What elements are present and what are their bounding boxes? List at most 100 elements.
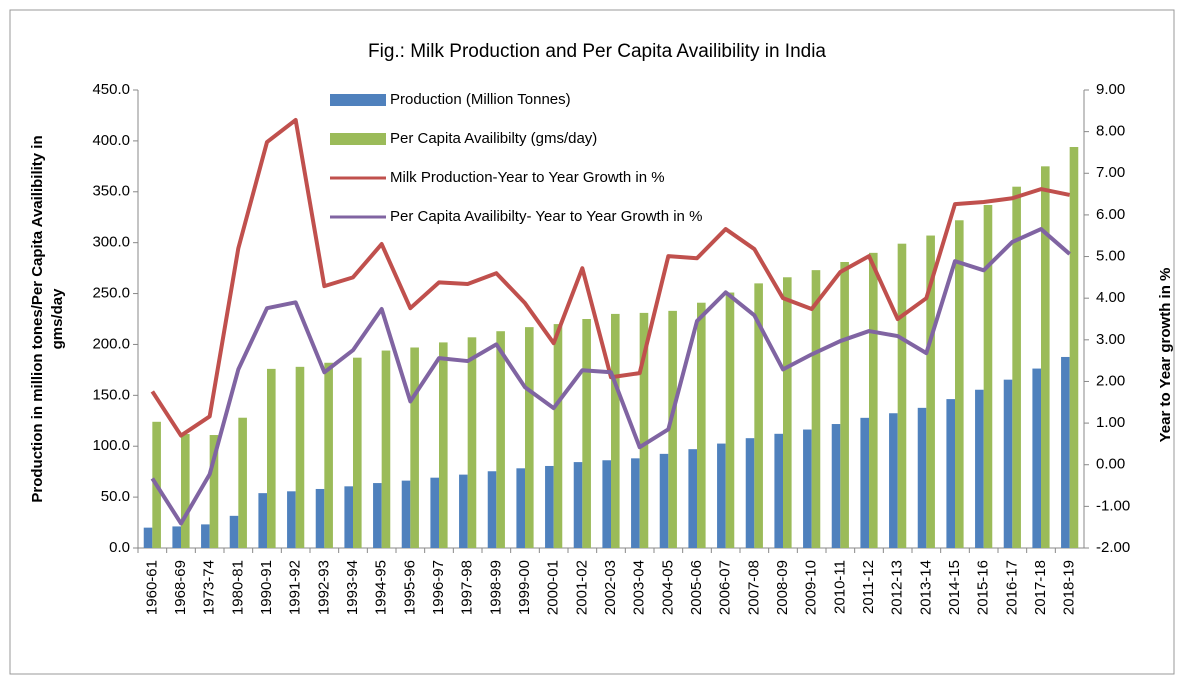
bar [467, 337, 477, 548]
bar [229, 515, 239, 548]
legend-label: Per Capita Availibilty- Year to Year Gro… [390, 208, 702, 225]
bar [410, 347, 419, 548]
y-tick-label: 250.0 [92, 285, 130, 302]
y-tick-label: 450.0 [92, 81, 130, 98]
bar [373, 483, 382, 548]
y2-tick-label: 1.00 [1096, 414, 1125, 431]
y-axis-title: Production in million tones/Per Capita A… [29, 135, 46, 502]
bar [754, 283, 763, 548]
y2-tick-label: 5.00 [1096, 248, 1125, 265]
chart-frame [9, 9, 1175, 675]
bar [631, 458, 640, 548]
y-tick-label: 400.0 [92, 132, 130, 149]
bar [717, 443, 726, 548]
bar [553, 324, 563, 548]
bar [611, 313, 620, 548]
bar [774, 433, 783, 548]
x-tick-label: 2014-15 [946, 560, 963, 615]
y2-tick-label: 4.00 [1096, 289, 1125, 306]
bar [668, 310, 677, 548]
bar [324, 362, 333, 548]
x-tick-label: 2012-13 [889, 560, 906, 615]
bar [545, 465, 554, 548]
y-tick-label: 200.0 [92, 335, 130, 352]
line [150, 227, 1071, 526]
legend-swatch [330, 133, 386, 145]
bar [573, 462, 583, 548]
bar [688, 449, 697, 548]
bar [525, 327, 534, 548]
x-tick-label: 2011-12 [860, 560, 877, 614]
bar [315, 488, 325, 548]
bar [487, 471, 497, 548]
bar [811, 270, 821, 548]
y-tick-label: 100.0 [92, 437, 130, 454]
x-tick-label: 2004-05 [659, 560, 676, 615]
y2-tick-label: 6.00 [1096, 206, 1125, 223]
x-tick-label: 1997-98 [459, 560, 476, 615]
x-tick-label: 1996-97 [430, 560, 447, 615]
bar [1041, 166, 1050, 549]
bar [955, 220, 964, 548]
x-tick-label: 1980-81 [229, 560, 246, 615]
x-tick-label: 1993-94 [344, 560, 361, 615]
bar [983, 205, 993, 548]
x-tick-label: 2017-18 [1032, 560, 1049, 615]
x-tick-label: 1995-96 [401, 560, 418, 615]
x-tick-label: 2000-01 [545, 560, 562, 615]
bar [889, 413, 898, 548]
bar [381, 350, 391, 548]
bar [459, 474, 468, 548]
x-tick-label: 2010-11 [831, 560, 848, 614]
bar [401, 480, 411, 548]
bar [803, 429, 812, 548]
x-tick-label: 2007-08 [745, 560, 762, 615]
bar [745, 438, 755, 548]
x-tick-label: 2001-02 [573, 560, 590, 615]
x-tick-label: 2013-14 [917, 560, 934, 615]
bar [897, 243, 907, 548]
y2-tick-label: -1.00 [1096, 497, 1130, 514]
y2-tick-label: 2.00 [1096, 372, 1125, 389]
x-tick-label: 1998-99 [487, 560, 504, 615]
bar [582, 319, 591, 548]
legend-swatch [330, 94, 386, 106]
x-tick-label: 1991-92 [287, 560, 304, 615]
bar [1032, 368, 1041, 548]
bar [143, 527, 153, 548]
x-tick-label: 1990-91 [258, 560, 275, 615]
bar [258, 493, 267, 548]
y2-tick-label: 9.00 [1096, 81, 1125, 98]
y-axis-title: gms/day [49, 288, 66, 350]
x-tick-label: 1994-95 [373, 560, 390, 615]
y-tick-label: 50.0 [101, 488, 130, 505]
bar [697, 302, 706, 548]
bar [1003, 379, 1013, 548]
x-tick-label: 2002-03 [602, 560, 619, 615]
y-tick-label: 350.0 [92, 183, 130, 200]
bar [917, 407, 927, 548]
bar [172, 526, 181, 548]
bar [181, 434, 190, 548]
y2-tick-label: 3.00 [1096, 331, 1125, 348]
x-tick-label: 2006-07 [717, 560, 734, 615]
bar [439, 342, 448, 548]
x-tick-label: 2008-09 [774, 560, 791, 615]
y-tick-label: 300.0 [92, 234, 130, 251]
x-tick-label: 2009-10 [803, 560, 820, 615]
bar [1061, 356, 1070, 548]
bar [1012, 186, 1021, 548]
x-tick-label: 2018-19 [1061, 560, 1078, 615]
y-tick-label: 0.0 [109, 539, 130, 556]
bar [869, 252, 878, 548]
x-tick-label: 1960-61 [143, 560, 160, 615]
bar [840, 262, 849, 548]
x-tick-label: 2003-04 [631, 560, 648, 615]
bar [201, 524, 210, 548]
x-tick-label: 1968-69 [172, 560, 189, 615]
bar [430, 477, 439, 548]
bar [926, 235, 935, 548]
bar [209, 435, 219, 548]
bar [516, 468, 525, 548]
legend-label: Per Capita Availibilty (gms/day) [390, 130, 597, 147]
